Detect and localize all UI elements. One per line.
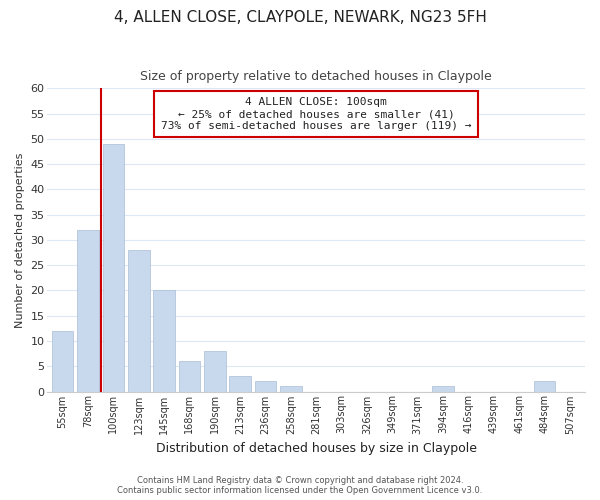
Bar <box>533 382 555 392</box>
X-axis label: Distribution of detached houses by size in Claypole: Distribution of detached houses by size … <box>156 442 477 455</box>
Bar <box>52 331 73 392</box>
Bar <box>204 351 226 392</box>
Bar <box>128 250 149 392</box>
Bar <box>154 290 175 392</box>
Y-axis label: Number of detached properties: Number of detached properties <box>15 152 25 328</box>
Bar <box>229 376 251 392</box>
Bar <box>280 386 302 392</box>
Text: Contains HM Land Registry data © Crown copyright and database right 2024.
Contai: Contains HM Land Registry data © Crown c… <box>118 476 482 495</box>
Title: Size of property relative to detached houses in Claypole: Size of property relative to detached ho… <box>140 70 492 83</box>
Bar <box>77 230 99 392</box>
Bar <box>103 144 124 392</box>
Text: 4 ALLEN CLOSE: 100sqm
← 25% of detached houses are smaller (41)
73% of semi-deta: 4 ALLEN CLOSE: 100sqm ← 25% of detached … <box>161 98 472 130</box>
Bar <box>179 361 200 392</box>
Bar <box>255 382 276 392</box>
Bar <box>432 386 454 392</box>
Text: 4, ALLEN CLOSE, CLAYPOLE, NEWARK, NG23 5FH: 4, ALLEN CLOSE, CLAYPOLE, NEWARK, NG23 5… <box>113 10 487 25</box>
